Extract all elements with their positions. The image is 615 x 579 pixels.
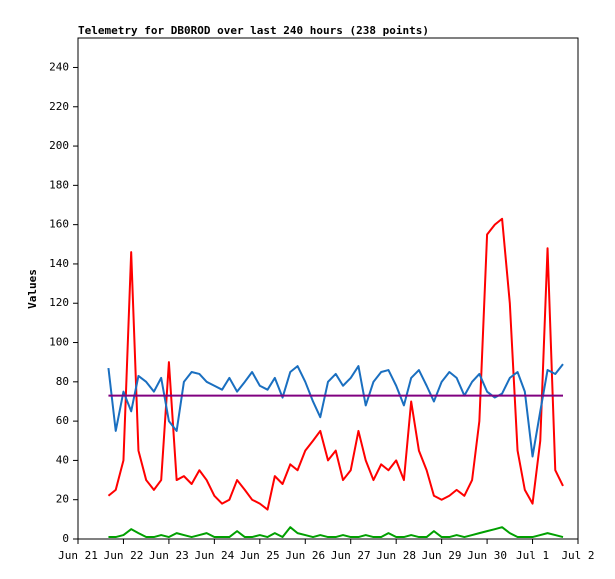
series-line [107, 217, 564, 511]
y-tick-label: 100 [49, 336, 69, 349]
x-tick-label: Jun 22 [104, 549, 144, 562]
x-tick-label: Jun 21 [58, 549, 98, 562]
x-tick-label: Jun 26 [285, 549, 325, 562]
x-tick-label: Jun 25 [240, 549, 280, 562]
y-tick-label: 120 [49, 296, 69, 309]
y-tick-label: 20 [56, 493, 69, 506]
series-line [107, 363, 564, 458]
y-axis-label: Values [26, 269, 39, 309]
y-tick-label: 200 [49, 139, 69, 152]
x-tick-label: Jun 29 [422, 549, 462, 562]
y-tick-label: 160 [49, 218, 69, 231]
y-tick-label: 240 [49, 60, 69, 73]
y-tick-label: 180 [49, 178, 69, 191]
y-tick-label: 220 [49, 100, 69, 113]
x-tick-label: Jun 28 [376, 549, 416, 562]
y-tick-label: 40 [56, 453, 69, 466]
y-tick-label: 80 [56, 375, 69, 388]
x-tick-label: Jun 30 [467, 549, 507, 562]
plot-frame [77, 37, 579, 540]
chart-title: Telemetry for DB0ROD over last 240 hours… [78, 24, 429, 37]
x-tick-label: Jun 27 [331, 549, 371, 562]
series-line [108, 526, 564, 539]
y-tick-label: 140 [49, 257, 69, 270]
x-tick-label: Jun 24 [194, 549, 234, 562]
x-tick-label: Jun 23 [149, 549, 189, 562]
y-tick-label: 0 [62, 532, 69, 545]
x-tick-label: Jul 1 [516, 549, 549, 562]
x-tick-label: Jul 2 [561, 549, 594, 562]
y-tick-label: 60 [56, 414, 69, 427]
